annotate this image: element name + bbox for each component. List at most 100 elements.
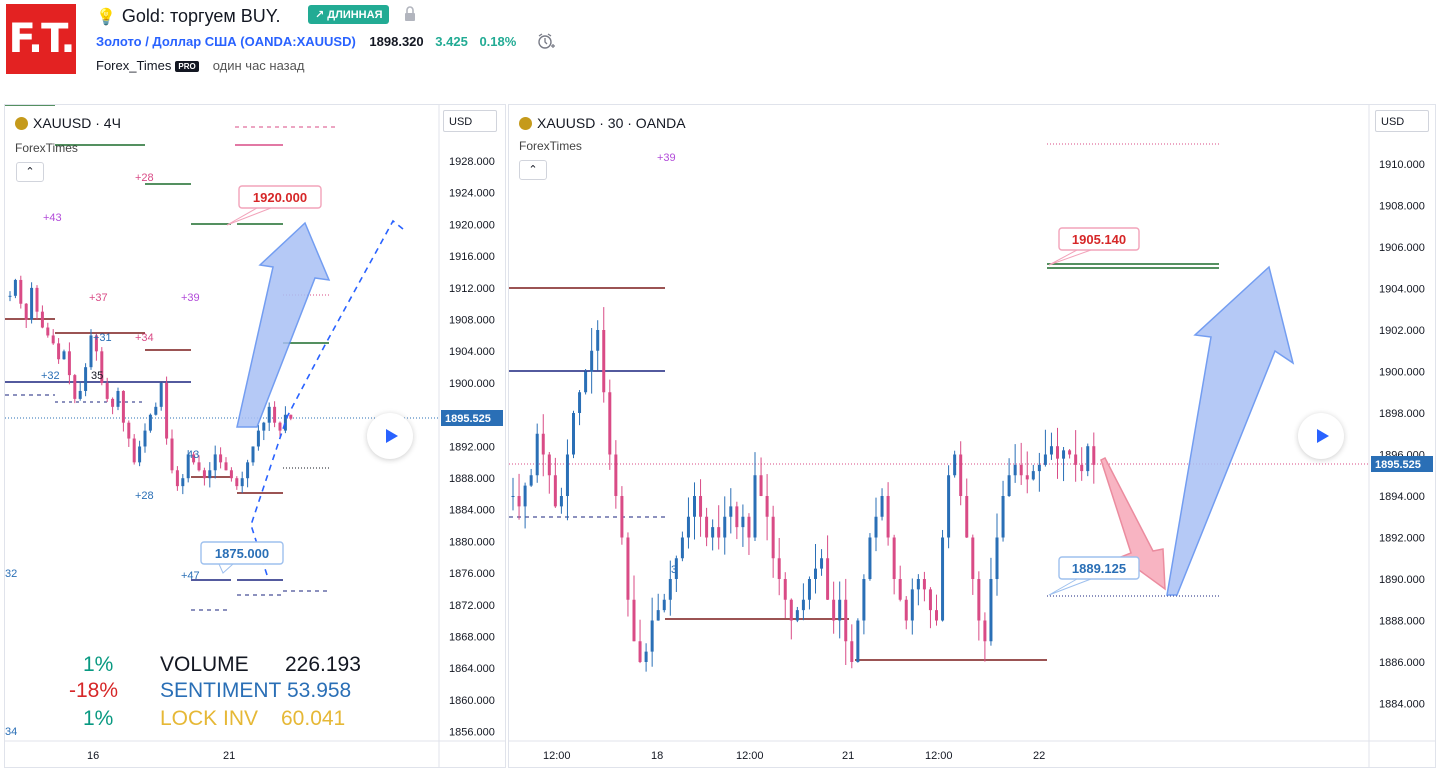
candle-body [705, 516, 709, 538]
candle-body [116, 390, 120, 407]
left-target-label-box [238, 185, 322, 209]
candle-body [717, 527, 721, 538]
candle-body [741, 516, 745, 528]
candle-body [165, 383, 169, 439]
candle-body [159, 383, 163, 407]
candle-body [941, 537, 945, 621]
right-chart-pane[interactable]: 1910.000 1908.000 1906.000 1904.000 1902.000… [508, 104, 1436, 768]
right-bear-arrow [1100, 456, 1166, 591]
candle-body [680, 537, 684, 559]
candle-body [100, 351, 104, 384]
left-chart-canvas[interactable]: 1928.000 1924.000 1920.000 1916.000 1912.000… [5, 105, 505, 767]
candle-body [138, 446, 142, 463]
candle-body [1043, 454, 1047, 465]
right-bull-arrow [1166, 265, 1295, 596]
candle-body [127, 422, 131, 439]
symbol-info: Золото / Доллар США (OANDA:XAUUSD) 1898.… [96, 34, 516, 49]
candle-body [1068, 450, 1072, 455]
right-currency-selector[interactable]: USD [1375, 110, 1429, 132]
candle-body [989, 579, 993, 642]
right-legend-text: XAUUSD · 30 · OANDA [537, 115, 686, 131]
right-y-tick: 1906.000 [1379, 242, 1425, 254]
left-play-button[interactable] [367, 413, 413, 459]
symbol-link[interactable]: Золото / Доллар США [96, 34, 237, 49]
symbol-ticker[interactable]: (OANDA:XAUUSD) [240, 34, 356, 49]
candle-body [814, 568, 817, 579]
candle-body [1080, 464, 1084, 472]
candle-body [662, 599, 666, 611]
left-bull-arrow [236, 221, 331, 428]
left-chart-pane[interactable]: 1928.000 1924.000 1920.000 1916.000 1912.000… [4, 104, 506, 768]
right-chart-canvas[interactable]: 1910.000 1908.000 1906.000 1904.000 1902.000… [509, 105, 1435, 767]
right-annotation: 3 [671, 564, 677, 576]
candle-body [753, 475, 757, 538]
candle-body [638, 641, 642, 662]
candle-body [578, 392, 582, 413]
candle-body [192, 454, 196, 463]
candle-body [13, 279, 17, 296]
candle-body [1019, 464, 1023, 476]
candle-body [777, 558, 781, 579]
candle-body [971, 537, 975, 579]
play-icon [1317, 429, 1329, 443]
candle-body [674, 558, 678, 579]
author-name[interactable]: Forex_Times [96, 58, 172, 73]
candle-body [529, 475, 533, 486]
left-annotation: +28 [135, 172, 154, 184]
right-x-tick: 21 [842, 750, 854, 762]
candle-body [235, 478, 239, 487]
candle-body [977, 579, 981, 621]
candle-body [67, 351, 71, 376]
left-price-tag-bg [441, 410, 503, 426]
left-annotation: 35 [91, 370, 103, 382]
right-collapse-button[interactable]: ⌃ [519, 160, 547, 180]
candle-body [57, 343, 61, 360]
left-collapse-button[interactable]: ⌃ [16, 162, 44, 182]
alarm-clock-icon[interactable] [536, 32, 556, 52]
left-y-tick: 1888.000 [449, 473, 495, 485]
candle-body [283, 414, 287, 431]
candle-body [904, 599, 908, 621]
candle-body [626, 537, 630, 600]
candle-body [735, 506, 739, 528]
right-y-tick: 1900.000 [1379, 367, 1425, 379]
left-y-tick: 1900.000 [449, 378, 495, 390]
left-stop-label-box [200, 541, 284, 565]
left-y-tick: 1916.000 [449, 251, 495, 263]
candle-body [916, 579, 920, 590]
candle-body [517, 496, 521, 507]
left-annotation: +47 [181, 570, 200, 582]
right-x-tick: 22 [1033, 750, 1045, 762]
right-entry-label: 1889.125 [1072, 561, 1126, 576]
left-annotation: +43 [43, 212, 62, 224]
left-y-tick: 1872.000 [449, 600, 495, 612]
right-y-tick: 1890.000 [1379, 574, 1425, 586]
candle-body [1049, 446, 1053, 455]
candle-body [632, 599, 636, 642]
candle-body [862, 579, 866, 621]
candle-body [1037, 464, 1041, 472]
left-currency-selector[interactable]: USD [443, 110, 497, 132]
candle-body [197, 462, 201, 471]
right-chart-legend: XAUUSD · 30 · OANDA [519, 115, 686, 131]
candle-body [928, 589, 932, 611]
candle-body [650, 620, 654, 652]
candle-body [547, 454, 551, 476]
candle-body [229, 470, 233, 479]
right-entry-label-box [1058, 556, 1140, 580]
right-x-tick: 18 [651, 750, 663, 762]
right-play-button[interactable] [1298, 413, 1344, 459]
candle-body [62, 351, 66, 360]
play-icon [386, 429, 398, 443]
candle-body [143, 430, 147, 447]
right-price-tag: 1895.525 [1375, 459, 1421, 471]
left-x-tick: 16 [87, 750, 99, 762]
candle-body [602, 330, 606, 393]
candle-body [801, 599, 805, 611]
candle-body [170, 438, 174, 471]
left-annotation: 34 [5, 726, 17, 738]
candle-body [1013, 464, 1017, 476]
right-y-tick: 1884.000 [1379, 699, 1425, 711]
candle-body [553, 475, 557, 507]
candle-body [35, 287, 39, 312]
